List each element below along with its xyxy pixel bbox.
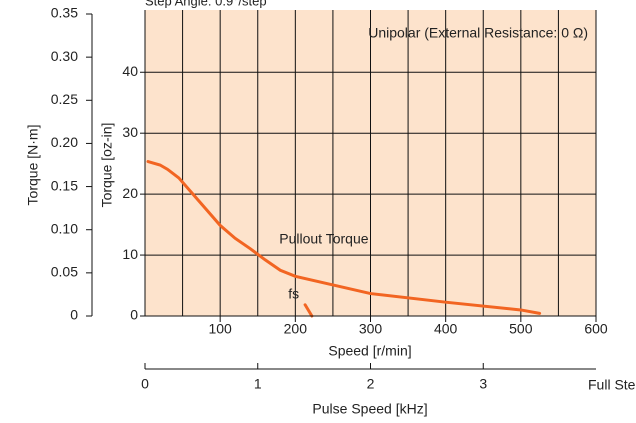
series-label: fs bbox=[288, 285, 299, 301]
y-axis-label: Torque [N·m] bbox=[25, 125, 41, 206]
y2-tick-label: 30 bbox=[122, 124, 138, 140]
y2-tick-label: 40 bbox=[122, 63, 138, 79]
y-tick-label: 0.25 bbox=[51, 91, 78, 107]
y-tick-label: 0.20 bbox=[51, 134, 78, 150]
series-label: Pullout Torque bbox=[279, 231, 368, 247]
y-tick-label: 0.05 bbox=[51, 264, 78, 280]
x2-tick-label: 2 bbox=[367, 376, 375, 392]
x2-tick-label: 3 bbox=[479, 376, 487, 392]
x-tick-label: 200 bbox=[284, 321, 308, 337]
x2-axis-label: Pulse Speed [kHz] bbox=[312, 401, 427, 417]
y2-tick-label: 0 bbox=[130, 307, 138, 323]
x-tick-label: 400 bbox=[434, 321, 458, 337]
x-tick-label: 100 bbox=[208, 321, 232, 337]
y-tick-label: 0 bbox=[70, 307, 78, 323]
line bbox=[146, 160, 542, 315]
y2-tick-label: 10 bbox=[122, 246, 138, 262]
x-tick-label: 300 bbox=[359, 321, 383, 337]
y-tick-label: 0.15 bbox=[51, 177, 78, 193]
y-tick-label: 0.35 bbox=[51, 5, 78, 21]
y2-tick-label: 20 bbox=[122, 185, 138, 201]
chart-title: Step Angle: 0.9°/step bbox=[145, 0, 267, 8]
line bbox=[303, 303, 314, 318]
x2-tick-label: 0 bbox=[141, 376, 149, 392]
plot-area bbox=[144, 10, 597, 318]
x-axis-label: Speed [r/min] bbox=[328, 343, 411, 359]
y2-axis-label: Torque [oz-in] bbox=[99, 123, 115, 208]
x2-tick-label: 1 bbox=[254, 376, 262, 392]
x-tick-label: 500 bbox=[509, 321, 533, 337]
subtitle: Unipolar (External Resistance: 0 Ω) bbox=[368, 25, 588, 41]
y-tick-label: 0.10 bbox=[51, 220, 78, 236]
y-tick-label: 0.30 bbox=[51, 48, 78, 64]
x2-note: Full Step bbox=[588, 377, 636, 393]
x-tick-label: 600 bbox=[584, 321, 608, 337]
